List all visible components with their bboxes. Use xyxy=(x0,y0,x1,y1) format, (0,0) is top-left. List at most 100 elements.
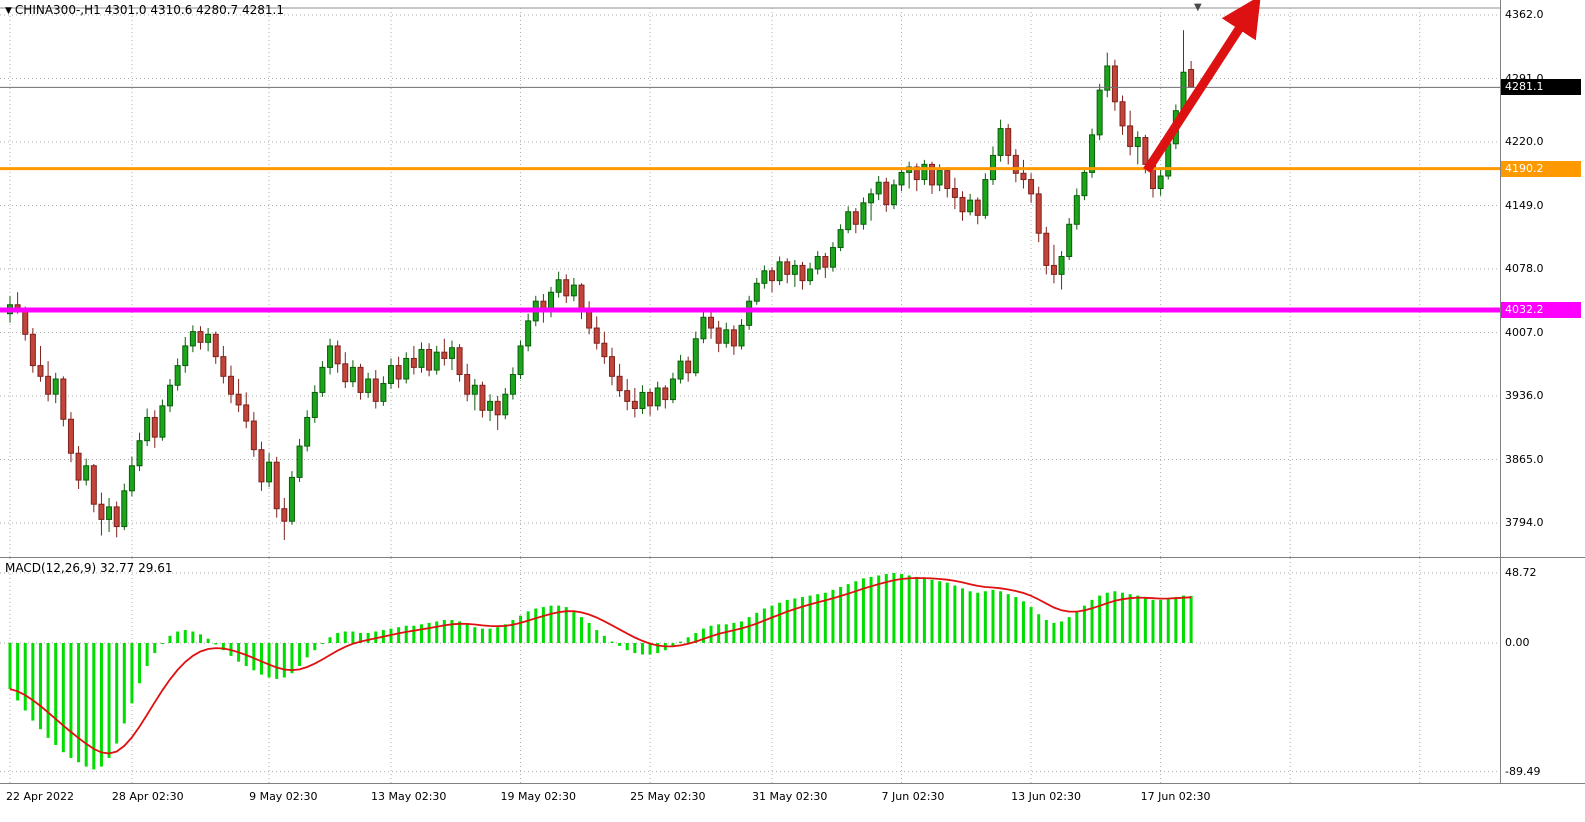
macd-bar xyxy=(877,575,881,643)
support-line-price-tag: 4032.2 xyxy=(1501,301,1581,318)
candle-body xyxy=(205,333,212,343)
trend-arrow-annotation[interactable] xyxy=(1143,0,1261,174)
price-tick-label: 4362.0 xyxy=(1505,8,1544,21)
macd-bar xyxy=(999,591,1003,643)
macd-bar xyxy=(282,643,286,678)
macd-bar xyxy=(861,578,865,643)
candle-body xyxy=(784,261,791,275)
macd-bar xyxy=(465,624,469,643)
macd-bar xyxy=(313,643,317,651)
candle-body xyxy=(1028,179,1035,195)
macd-bar xyxy=(442,620,446,643)
macd-bar xyxy=(1174,597,1178,643)
candle-body xyxy=(936,170,943,186)
candle-body xyxy=(868,193,875,204)
macd-bar xyxy=(473,627,477,643)
macd-bar xyxy=(267,643,271,678)
candle-body xyxy=(372,378,379,402)
axis-divider xyxy=(0,783,1585,784)
candle-body xyxy=(273,461,280,510)
candle-body xyxy=(1111,65,1118,103)
time-tick-label: 13 Jun 02:30 xyxy=(1011,790,1081,803)
candle-body xyxy=(730,329,737,347)
time-tick-label: 31 May 02:30 xyxy=(752,790,828,803)
price-scale[interactable]: 4362.0 4291.0 4220.0 4149.0 4078.0 4007.0 3936… xyxy=(1500,0,1585,783)
candle-body xyxy=(281,508,288,522)
macd-bar xyxy=(648,643,652,655)
candle-body xyxy=(1012,154,1019,174)
candle-body xyxy=(624,390,631,402)
macd-bar xyxy=(839,586,843,643)
candle-body xyxy=(227,375,234,395)
macd-histogram xyxy=(8,573,1193,770)
candle-body xyxy=(997,128,1004,156)
candle-body xyxy=(769,270,775,282)
macd-bar xyxy=(526,611,530,643)
candle-body xyxy=(692,338,699,374)
price-chart-pane[interactable]: ▼ CHINA300-,H1 4301.0 4310.6 4280.7 4281.… xyxy=(0,0,1500,557)
candle-body xyxy=(174,365,181,386)
time-tick-label: 17 Jun 02:30 xyxy=(1140,790,1211,803)
candlestick-chart xyxy=(0,0,1500,557)
candle-body xyxy=(144,416,151,442)
candle-body xyxy=(974,199,981,216)
macd-bar xyxy=(587,622,591,643)
macd-bar xyxy=(92,643,96,770)
macd-bar xyxy=(1136,595,1140,643)
candlestick-series xyxy=(7,30,1195,540)
macd-bar xyxy=(922,578,926,643)
macd-bar xyxy=(122,643,126,724)
macd-bar xyxy=(740,621,744,643)
macd-bar xyxy=(359,632,363,643)
macd-bar xyxy=(732,622,736,643)
macd-bar xyxy=(709,625,713,643)
candle-body xyxy=(1081,171,1088,197)
candle-body xyxy=(22,311,29,335)
pane-divider[interactable] xyxy=(0,557,1585,558)
candle-body xyxy=(799,264,806,282)
candle-body xyxy=(509,374,516,395)
macd-bar xyxy=(656,643,660,654)
macd-bar xyxy=(427,622,431,643)
symbol-marker-icon: ▼ xyxy=(5,6,12,16)
macd-bar xyxy=(31,643,35,721)
candle-body xyxy=(677,360,684,380)
macd-bar xyxy=(800,597,804,643)
macd-bar xyxy=(374,631,378,643)
macd-label: MACD(12,26,9) 32.77 29.61 xyxy=(5,561,173,575)
candle-body xyxy=(60,378,67,420)
candle-body xyxy=(1050,264,1057,275)
candle-body xyxy=(494,400,501,416)
macd-bar xyxy=(107,643,111,758)
candle-body xyxy=(608,356,615,377)
candle-body xyxy=(448,347,455,359)
candle-body xyxy=(296,445,303,478)
candle-body xyxy=(860,202,867,225)
candle-body xyxy=(700,316,707,340)
candle-body xyxy=(852,211,859,225)
candle-body xyxy=(487,400,494,411)
macd-bar xyxy=(290,643,294,674)
candle-body xyxy=(982,179,989,216)
candle-body xyxy=(761,270,768,284)
macd-bar xyxy=(1143,598,1147,643)
macd-bar xyxy=(640,643,644,655)
macd-indicator-pane[interactable]: MACD(12,26,9) 32.77 29.61 xyxy=(0,558,1500,783)
candle-body xyxy=(685,360,692,374)
macd-bar xyxy=(1075,611,1079,643)
candle-body xyxy=(197,331,204,343)
time-axis[interactable]: 22 Apr 2022 28 Apr 02:30 9 May 02:30 13 May… xyxy=(0,784,1585,822)
macd-bar xyxy=(1067,617,1071,643)
macd-chart xyxy=(0,558,1500,783)
candle-body xyxy=(738,324,745,347)
macd-bar xyxy=(900,574,904,643)
macd-bar xyxy=(846,584,850,643)
macd-bar xyxy=(1014,597,1018,643)
candle-body xyxy=(395,365,402,380)
price-tick-label: 3865.0 xyxy=(1505,452,1544,466)
candle-body xyxy=(151,416,158,438)
macd-bar xyxy=(1021,601,1025,643)
candle-body xyxy=(403,357,410,380)
macd-bar xyxy=(320,643,324,644)
candle-body xyxy=(1089,134,1096,173)
